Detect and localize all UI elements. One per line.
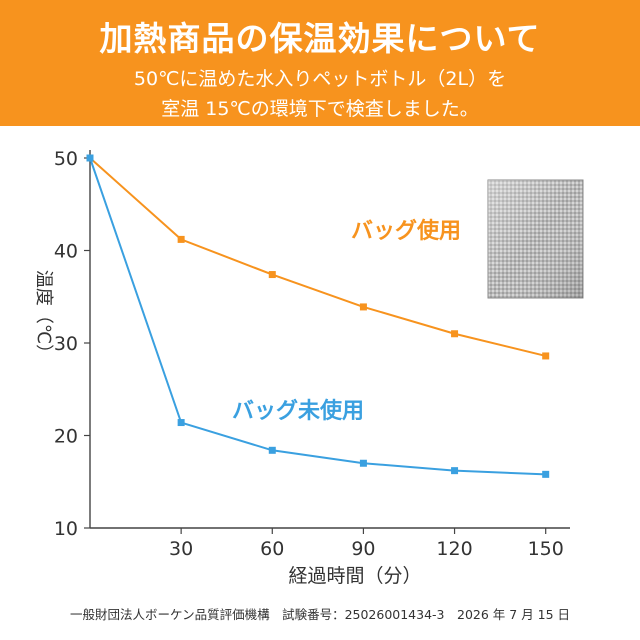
series-label: バッグ使用 [351, 218, 461, 244]
x-tick-label: 60 [260, 538, 284, 560]
y-tick-label: 50 [54, 148, 78, 170]
series-with-bag: バッグ使用 [86, 154, 550, 360]
page-title: 加熱商品の保温効果について [99, 19, 541, 58]
x-tick-label: 30 [169, 538, 193, 560]
data-point [177, 235, 185, 243]
series-without-bag: バッグ未使用 [86, 154, 550, 478]
data-point [451, 467, 459, 475]
y-tick-label: 10 [54, 518, 78, 540]
subtitle-line-1: 50℃に温めた水入りペットボトル（2L）を [133, 68, 507, 90]
header-banner: 加熱商品の保温効果について 50℃に温めた水入りペットボトル（2L）を 室温 1… [0, 0, 640, 126]
series-label: バッグ未使用 [232, 398, 364, 424]
data-point [359, 459, 367, 467]
data-point [177, 419, 185, 427]
data-point [451, 330, 459, 338]
data-point [542, 352, 550, 360]
test-info-footer: 一般財団法人ボーケン品質評価機構 試験番号：25026001434-3 2026… [69, 607, 571, 622]
data-point [359, 303, 367, 311]
series-line [89, 157, 546, 476]
data-point [542, 470, 550, 478]
x-tick-label: 90 [351, 538, 375, 560]
y-tick-label: 40 [54, 241, 78, 263]
y-tick-label: 30 [54, 333, 78, 355]
subtitle-line-2: 室温 15℃の環境下で検査しました。 [161, 98, 479, 120]
data-point [268, 271, 276, 279]
x-tick-label: 150 [528, 538, 564, 560]
x-axis-ticks: 30 60 90 120 150 [169, 528, 564, 560]
y-axis-ticks: 10 20 30 40 50 [54, 148, 90, 540]
data-point [86, 154, 94, 162]
data-point [268, 446, 276, 454]
x-tick-label: 120 [436, 538, 472, 560]
chart-axes [89, 150, 570, 529]
insulated-bag-photo-icon [487, 179, 584, 299]
series-line [89, 157, 546, 357]
y-tick-label: 20 [54, 426, 78, 448]
y-axis-label: 温度（℃） [33, 270, 54, 362]
x-axis-label: 経過時間（分） [288, 565, 421, 587]
